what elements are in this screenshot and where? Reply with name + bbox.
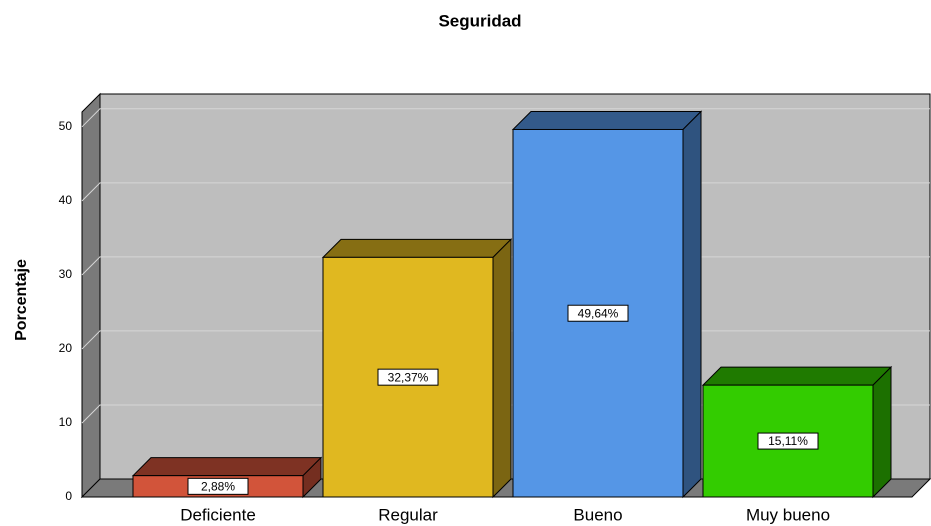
bar-top (321, 238, 513, 258)
y-tick-label: 50 (59, 119, 73, 133)
y-tick-label: 0 (65, 489, 72, 503)
value-label-box (187, 477, 249, 495)
value-label: 15,11% (768, 434, 808, 448)
bar-side (682, 110, 702, 499)
bar-top (131, 457, 323, 477)
bar-top (511, 110, 703, 130)
value-label: 49,64% (578, 306, 619, 320)
value-label: 32,37% (388, 370, 429, 384)
bar-side (492, 238, 512, 499)
x-tick-label: Regular (378, 505, 438, 524)
y-tick-label: 20 (59, 341, 73, 355)
value-label: 2,88% (201, 480, 235, 494)
bar-side (872, 365, 892, 499)
bar-top (701, 366, 893, 386)
x-tick-label: Muy bueno (746, 505, 830, 524)
grid-line (81, 108, 930, 128)
x-tick-label: Bueno (573, 505, 622, 524)
y-tick-label: 10 (59, 415, 73, 429)
value-label-box (567, 304, 629, 322)
y-tick-label: 40 (59, 193, 73, 207)
y-tick-label: 30 (59, 267, 73, 281)
left-wall (81, 92, 101, 499)
x-tick-label: Deficiente (180, 505, 256, 524)
y-axis-label: Porcentaje (13, 259, 30, 341)
value-label-box (377, 368, 439, 386)
chart-title: Seguridad (438, 11, 521, 30)
value-label-box (757, 432, 819, 450)
